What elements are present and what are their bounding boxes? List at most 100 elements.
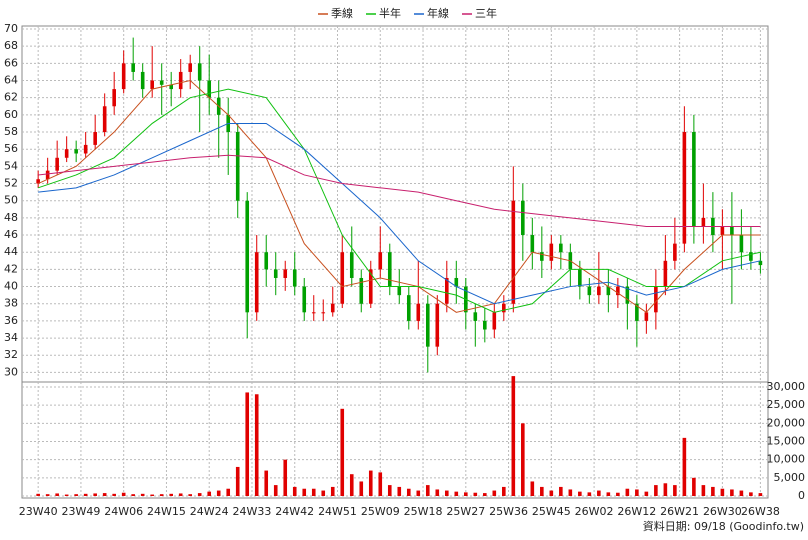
x-tick-label: 26W21 — [660, 505, 699, 518]
volume-bar — [530, 481, 535, 496]
candle-body — [188, 63, 193, 72]
candle-body — [207, 80, 212, 98]
volume-bar — [730, 489, 734, 496]
x-tick-label: 26W02 — [575, 505, 614, 518]
y-tick-label: 32 — [4, 348, 18, 361]
volume-bar — [692, 477, 696, 496]
y2-tick-label: 25,000 — [767, 398, 806, 411]
candle-body — [559, 243, 563, 253]
candle-body — [530, 235, 535, 253]
x-tick-label: 25W45 — [532, 505, 571, 518]
candle-body — [83, 144, 88, 154]
y-tick-label: 64 — [4, 74, 18, 87]
candle-body — [74, 149, 78, 154]
candle-body — [311, 312, 316, 314]
y2-tick-label: 5,000 — [774, 471, 806, 484]
y-tick-label: 54 — [4, 159, 18, 172]
y-tick-label: 60 — [4, 108, 18, 121]
x-tick-label: 24W42 — [275, 505, 314, 518]
y2-tick-label: 20,000 — [767, 416, 806, 429]
x-tick-label: 24W33 — [233, 505, 272, 518]
candle-body — [730, 226, 734, 236]
legend: 季線 半年 年線 三年 — [318, 6, 497, 20]
candle-body — [625, 286, 630, 304]
candle-body — [692, 132, 696, 227]
moving-average-line — [38, 154, 761, 227]
y-tick-label: 68 — [4, 39, 18, 52]
volume-bar — [559, 486, 563, 496]
candle-body — [578, 269, 582, 287]
candle-body — [321, 312, 326, 314]
volume-bar — [368, 470, 373, 496]
candle-body — [454, 277, 459, 287]
candle-body — [178, 71, 183, 90]
volume-bar — [311, 488, 316, 496]
volume-bar — [673, 485, 677, 496]
volume-bar — [169, 493, 173, 496]
volume-bar — [701, 485, 706, 496]
moving-average-line — [37, 79, 761, 313]
candle-body — [36, 179, 40, 184]
candle-body — [169, 84, 173, 90]
volume-bar — [131, 494, 135, 496]
volume-bar — [226, 488, 231, 496]
candle-body — [378, 252, 383, 270]
candle-body — [416, 303, 421, 321]
candle-body — [368, 269, 373, 304]
volume-bar — [406, 488, 411, 496]
candle-body — [492, 312, 497, 330]
y-tick-label: 36 — [4, 314, 18, 327]
volume-bar — [197, 493, 202, 496]
volume-bar — [625, 488, 630, 496]
x-tick-label: 23W49 — [61, 505, 100, 518]
candle-body — [587, 286, 592, 296]
volume-bar — [682, 437, 687, 496]
y2-tick-label: 15,000 — [767, 435, 806, 448]
volume-bar — [739, 490, 744, 496]
candle-body — [435, 303, 440, 347]
volume-bar — [444, 490, 449, 496]
x-tick-label: 26W12 — [617, 505, 656, 518]
candle-body — [273, 269, 278, 278]
volume-bar — [340, 408, 345, 496]
volume-bar — [635, 489, 639, 496]
legend-label: 季線 — [331, 6, 353, 20]
volume-bar — [511, 376, 516, 496]
volume-bar — [55, 493, 59, 496]
x-tick-label: 24W51 — [318, 505, 357, 518]
candle-body — [616, 286, 620, 296]
y-tick-label: 48 — [4, 211, 18, 224]
volume-bar — [216, 490, 221, 496]
candle-body — [606, 286, 611, 296]
x-tick-label: 24W15 — [147, 505, 186, 518]
volume-bar — [359, 481, 364, 496]
volume-bar — [425, 485, 430, 496]
y-tick-label: 70 — [4, 22, 18, 35]
volume-bar — [463, 492, 468, 496]
volume-bar — [93, 493, 97, 496]
plot-frame — [21, 25, 769, 499]
volume-bar — [435, 489, 440, 496]
volume-bar — [568, 489, 573, 496]
y-tick-label: 58 — [4, 125, 18, 138]
volume-bar — [178, 493, 183, 496]
y-tick-label: 30 — [4, 365, 18, 378]
y-tick-label: 52 — [4, 177, 18, 190]
volume-bar — [235, 466, 240, 496]
y-tick-label: 66 — [4, 56, 18, 69]
candle-body — [720, 226, 725, 236]
candle-body — [663, 260, 668, 287]
moving-average-line — [38, 122, 761, 305]
candle-body — [159, 80, 164, 85]
volume-bar — [502, 486, 506, 496]
volume-bar — [473, 492, 478, 496]
candle-body — [425, 303, 430, 347]
candle-body — [682, 132, 687, 244]
x-tick-label: 25W18 — [404, 505, 443, 518]
x-tick-label: 23W40 — [19, 505, 58, 518]
volume-bar — [140, 493, 145, 496]
y-tick-label: 46 — [4, 228, 18, 241]
candle-body — [749, 252, 753, 261]
y-tick-label: 38 — [4, 297, 18, 310]
